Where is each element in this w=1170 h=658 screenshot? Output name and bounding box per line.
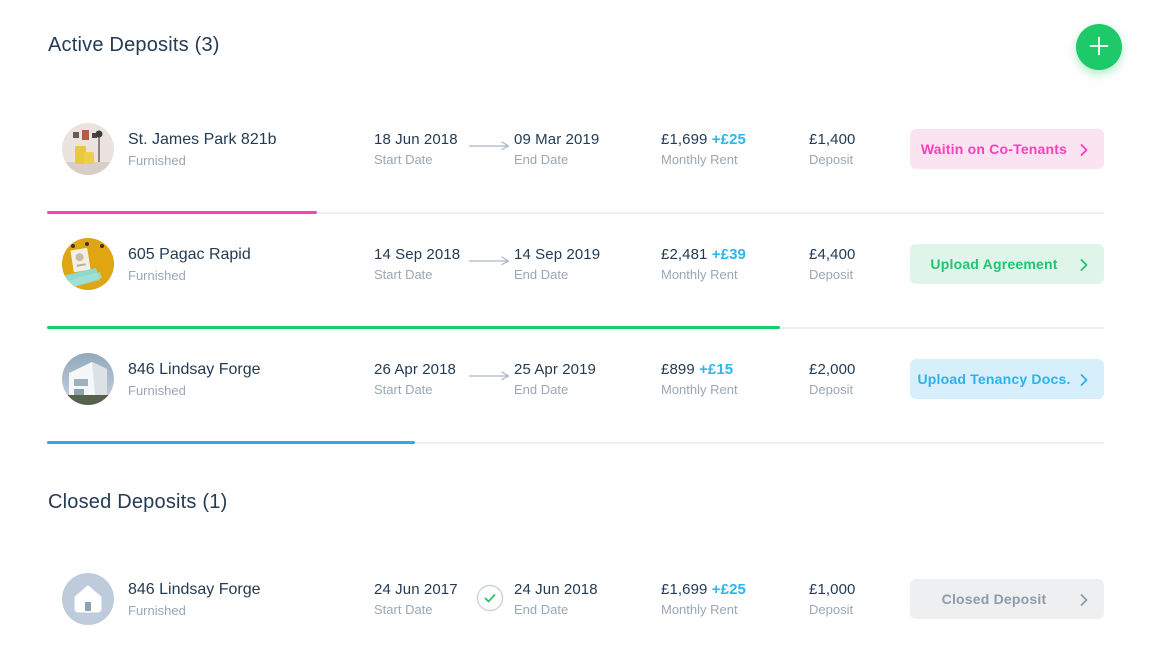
property-name: 846 Lindsay Forge bbox=[128, 580, 261, 598]
property-photo-house bbox=[62, 353, 114, 405]
property-type: Furnished bbox=[128, 152, 186, 168]
progress-bar bbox=[47, 441, 415, 444]
rent-value: £2,481 bbox=[661, 246, 708, 263]
property-name: 846 Lindsay Forge bbox=[128, 360, 261, 378]
property-type: Furnished bbox=[128, 602, 186, 618]
start-date-label: Start Date bbox=[374, 602, 433, 617]
rent-label: Monthly Rent bbox=[661, 152, 738, 167]
chevron-right-icon bbox=[1080, 143, 1088, 159]
chevron-right-icon bbox=[1080, 373, 1088, 389]
start-date-value: 14 Sep 2018 bbox=[374, 246, 461, 263]
status-label: Upload Agreement bbox=[930, 256, 1058, 272]
end-date-label: End Date bbox=[514, 267, 569, 282]
progress-track bbox=[47, 326, 1104, 329]
end-date-value: 25 Apr 2019 bbox=[514, 361, 597, 378]
start-date-value: 24 Jun 2017 bbox=[374, 581, 458, 598]
deposit-row: 605 Pagac Rapid Furnished 14 Sep 2018 St… bbox=[47, 214, 1104, 329]
property-type: Furnished bbox=[128, 382, 186, 398]
status-button[interactable]: Waitin on Co-Tenants bbox=[910, 129, 1104, 169]
check-circle-icon bbox=[465, 584, 514, 614]
add-deposit-button[interactable] bbox=[1076, 24, 1122, 70]
active-deposits-title: Active Deposits (3) bbox=[48, 34, 220, 56]
closed-deposits-title: Closed Deposits (1) bbox=[48, 491, 228, 513]
rent-value: £899 bbox=[661, 361, 695, 378]
deposit-row: 846 Lindsay Forge Furnished 24 Jun 2017 … bbox=[47, 549, 1104, 658]
end-date-label: End Date bbox=[514, 602, 569, 617]
home-placeholder-icon bbox=[62, 573, 114, 625]
status-button[interactable]: Upload Agreement bbox=[910, 244, 1104, 284]
deposit-row: 846 Lindsay Forge Furnished 26 Apr 2018 … bbox=[47, 329, 1104, 444]
active-deposits-list: St. James Park 821b Furnished 18 Jun 201… bbox=[47, 99, 1104, 444]
deposit-value: £2,000 bbox=[809, 361, 856, 378]
property-type: Furnished bbox=[128, 267, 186, 283]
status-label: Upload Tenancy Docs. bbox=[917, 371, 1071, 387]
start-date-value: 18 Jun 2018 bbox=[374, 131, 458, 148]
progress-track bbox=[47, 441, 1104, 444]
end-date-label: End Date bbox=[514, 152, 569, 167]
end-date-value: 09 Mar 2019 bbox=[514, 131, 600, 148]
rent-value: £1,699 bbox=[661, 581, 708, 598]
start-date-value: 26 Apr 2018 bbox=[374, 361, 457, 378]
end-date-label: End Date bbox=[514, 382, 569, 397]
deposit-value: £1,400 bbox=[809, 131, 856, 148]
start-date-label: Start Date bbox=[374, 382, 433, 397]
start-date-label: Start Date bbox=[374, 267, 433, 282]
start-date-label: Start Date bbox=[374, 152, 433, 167]
end-date-value: 24 Jun 2018 bbox=[514, 581, 598, 598]
deposit-label: Deposit bbox=[809, 382, 854, 397]
property-name: 605 Pagac Rapid bbox=[128, 245, 251, 263]
rent-extra: +£15 bbox=[699, 361, 734, 378]
property-name: St. James Park 821b bbox=[128, 130, 277, 148]
progress-bar bbox=[47, 211, 317, 214]
rent-value: £1,699 bbox=[661, 131, 708, 148]
chevron-right-icon bbox=[1080, 258, 1088, 274]
deposit-label: Deposit bbox=[809, 602, 854, 617]
status-label: Waitin on Co-Tenants bbox=[920, 141, 1068, 157]
property-photo-workspace bbox=[62, 238, 114, 290]
rent-extra: +£25 bbox=[711, 581, 746, 598]
deposit-value: £1,000 bbox=[809, 581, 856, 598]
property-photo-room bbox=[62, 123, 114, 175]
deposit-value: £4,400 bbox=[809, 246, 856, 263]
arrow-right-icon bbox=[465, 139, 514, 159]
status-label: Closed Deposit bbox=[941, 591, 1047, 607]
arrow-right-icon bbox=[465, 254, 514, 274]
progress-bar bbox=[47, 326, 780, 329]
rent-label: Monthly Rent bbox=[661, 267, 738, 282]
status-button[interactable]: Closed Deposit bbox=[910, 579, 1104, 619]
deposit-row: St. James Park 821b Furnished 18 Jun 201… bbox=[47, 99, 1104, 214]
progress-track bbox=[47, 211, 1104, 214]
deposit-label: Deposit bbox=[809, 152, 854, 167]
rent-extra: +£39 bbox=[711, 246, 746, 263]
status-button[interactable]: Upload Tenancy Docs. bbox=[910, 359, 1104, 399]
closed-deposits-list: 846 Lindsay Forge Furnished 24 Jun 2017 … bbox=[47, 549, 1104, 658]
deposit-label: Deposit bbox=[809, 267, 854, 282]
rent-extra: +£25 bbox=[711, 131, 746, 148]
chevron-right-icon bbox=[1080, 593, 1088, 609]
rent-label: Monthly Rent bbox=[661, 602, 738, 617]
arrow-right-icon bbox=[465, 369, 514, 389]
rent-label: Monthly Rent bbox=[661, 382, 738, 397]
plus-icon bbox=[1088, 35, 1110, 60]
end-date-value: 14 Sep 2019 bbox=[514, 246, 601, 263]
